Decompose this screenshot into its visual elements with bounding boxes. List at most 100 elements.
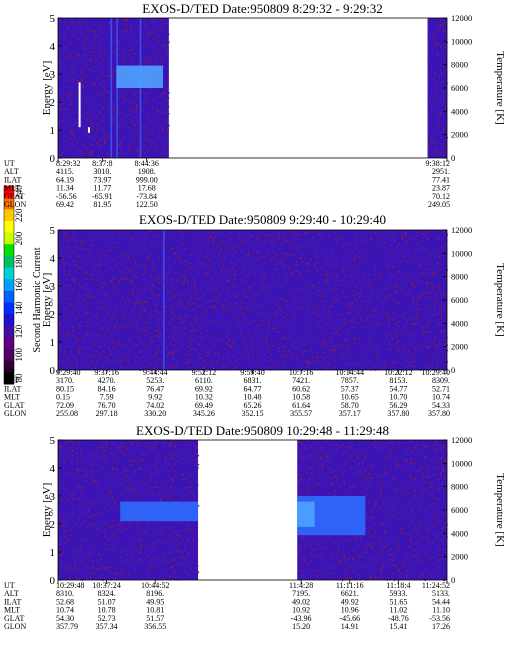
noise-pixel [127,89,129,91]
noise-pixel [146,551,148,553]
noise-pixel [246,255,248,257]
noise-pixel [407,349,409,351]
noise-pixel [271,366,273,368]
noise-pixel [70,556,72,558]
noise-pixel [168,97,170,99]
ephemeris-value: 357.17 [339,409,361,418]
noise-pixel [117,89,119,91]
noise-pixel [153,46,155,48]
noise-pixel [58,58,60,60]
noise-pixel [431,285,433,288]
noise-pixel [159,277,161,280]
noise-pixel [288,244,290,246]
noise-pixel [169,297,172,299]
noise-pixel [192,443,195,445]
noise-pixel [157,287,159,289]
noise-pixel [70,147,72,149]
noise-pixel [158,63,160,65]
noise-pixel [263,233,265,236]
noise-pixel [439,142,441,144]
noise-pixel [263,340,265,342]
noise-pixel [308,263,310,265]
noise-pixel [208,260,210,262]
noise-pixel [126,448,128,450]
noise-pixel [189,536,191,538]
noise-pixel [83,348,85,350]
noise-pixel [376,322,378,324]
noise-pixel [124,272,126,274]
noise-pixel [137,277,139,279]
noise-pixel [102,108,105,110]
noise-pixel [67,127,69,129]
noise-pixel [122,330,124,332]
noise-pixel [325,331,327,333]
noise-pixel [104,333,106,335]
noise-pixel [103,351,105,353]
noise-pixel [440,124,442,126]
noise-pixel [124,278,126,280]
noise-pixel [435,143,437,145]
noise-pixel [140,300,142,302]
noise-pixel [93,263,95,265]
noise-pixel [58,36,60,38]
noise-pixel [108,134,110,136]
noise-pixel [104,462,106,464]
noise-pixel [69,255,71,257]
noise-pixel [63,514,65,516]
noise-pixel [434,138,436,140]
noise-pixel [336,330,338,332]
noise-pixel [103,454,105,456]
noise-pixel [67,335,69,337]
noise-pixel [143,364,145,366]
noise-pixel [114,293,117,295]
noise-pixel [171,572,173,574]
noise-pixel [109,338,111,341]
noise-pixel [59,496,61,498]
noise-pixel [266,287,268,289]
noise-pixel [356,284,358,287]
noise-pixel [320,267,322,269]
noise-pixel [327,310,330,312]
noise-pixel [338,297,340,299]
noise-pixel [103,345,106,347]
noise-pixel [346,363,348,365]
noise-pixel [149,88,151,90]
noise-pixel [160,108,162,110]
noise-pixel [119,97,121,99]
noise-pixel [341,342,343,344]
noise-pixel [362,346,364,348]
noise-pixel [438,256,440,259]
noise-pixel [92,152,94,154]
noise-pixel [436,344,438,346]
noise-pixel [294,298,296,300]
ephemeris-value: 9:52:12 [192,368,216,377]
noise-pixel [90,83,92,85]
noise-pixel [84,290,86,292]
noise-pixel [316,323,318,326]
noise-pixel [189,266,191,268]
noise-pixel [305,301,307,303]
noise-pixel [142,268,144,270]
noise-pixel [410,308,413,310]
noise-pixel [144,297,146,300]
noise-pixel [305,231,307,233]
noise-pixel [144,308,146,311]
noise-pixel [328,317,330,319]
noise-pixel [128,105,131,107]
noise-pixel [345,339,347,341]
noise-pixel [107,75,109,77]
noise-pixel [445,278,447,280]
noise-pixel [335,327,337,329]
noise-pixel [316,314,318,316]
noise-pixel [174,365,176,367]
noise-pixel [134,304,136,306]
noise-pixel [166,22,168,24]
noise-pixel [85,53,87,55]
noise-pixel [65,345,67,347]
noise-pixel [76,306,78,308]
noise-pixel [61,96,63,98]
noise-pixel [67,285,69,287]
noise-pixel [62,127,64,129]
noise-pixel [165,347,168,349]
noise-pixel [340,355,342,357]
